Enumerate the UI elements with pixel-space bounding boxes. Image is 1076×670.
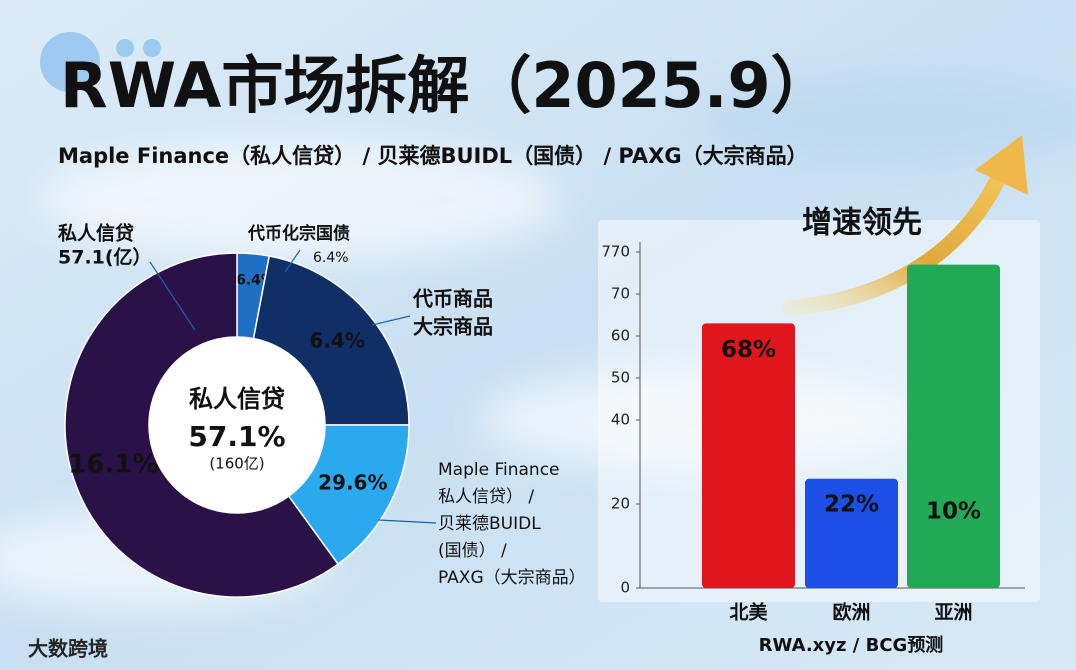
center-label: (160亿) — [209, 455, 264, 473]
donut-hole — [149, 337, 325, 513]
y-tick-label: 20 — [611, 495, 630, 513]
y-tick-label: 0 — [620, 579, 630, 597]
y-tick-label: 60 — [611, 327, 630, 345]
callout-text: 大宗商品 — [413, 315, 493, 339]
donut-chart: 16.4%6.4%29.6%16.1%私人信贷57.1%(160亿)私人信贷57… — [58, 222, 586, 598]
y-tick-label: 70 — [611, 285, 630, 303]
decor-circle — [116, 39, 134, 57]
callout-text: (国债） / — [438, 541, 507, 561]
bar-annotation: 22% — [824, 491, 879, 517]
watermark: 大数跨境 — [28, 637, 108, 661]
subtitle: Maple Finance（私人信贷） / 贝莱德BUIDL（国债） / PAX… — [58, 144, 808, 168]
center-label: 私人信贷 — [189, 385, 285, 413]
decor-circle — [143, 39, 161, 57]
segment-label: 16.1% — [68, 450, 158, 480]
bar-chart: 0 20 40 50 60 70 770 68% 北美 22% 欧洲 10% 亚洲 RWA.xyz / B… — [601, 242, 1025, 656]
decor-circle — [40, 32, 100, 92]
bar — [805, 478, 898, 588]
center-label: 57.1% — [188, 420, 285, 453]
callout-line — [284, 249, 301, 273]
y-tick-label: 40 — [611, 411, 630, 429]
bar-annotation: 10% — [926, 499, 981, 525]
callout-line — [371, 315, 411, 326]
callout-text: 6.4% — [313, 250, 349, 266]
callout-text: Maple Finance — [438, 460, 560, 480]
bar — [702, 323, 795, 588]
callout-line — [149, 261, 196, 331]
growth-label: 增速领先 — [802, 206, 922, 241]
x-tick-label: 欧洲 — [832, 601, 870, 624]
y-tick-label: 770 — [601, 243, 630, 261]
growth-arrow-head — [975, 135, 1028, 195]
x-axis-label: RWA.xyz / BCG预测 — [759, 634, 944, 656]
x-tick-label: 亚洲 — [934, 602, 972, 624]
segment-label: 6.4% — [309, 329, 364, 353]
segment-label: 16.4% — [226, 273, 275, 289]
callout-line — [377, 519, 437, 524]
title: RWA市场拆解（2025.9） — [60, 49, 833, 122]
bar-annotation: 68% — [721, 337, 776, 363]
callout-text: 57.1(亿） — [58, 246, 152, 269]
x-tick-label: 北美 — [729, 601, 768, 624]
callout-text: PAXG（大宗商品） — [438, 568, 586, 588]
callout-text: 代币商品 — [412, 287, 493, 311]
bar — [907, 264, 1000, 588]
y-tick-label: 50 — [611, 369, 630, 387]
callout-text: 代币化宗国债 — [247, 223, 350, 244]
callout-text: 私人信贷 — [58, 222, 134, 245]
callout-text: 贝莱德BUIDL — [438, 514, 541, 534]
callout-text: 私人信贷） / — [438, 487, 534, 507]
segment-label: 29.6% — [318, 471, 387, 495]
